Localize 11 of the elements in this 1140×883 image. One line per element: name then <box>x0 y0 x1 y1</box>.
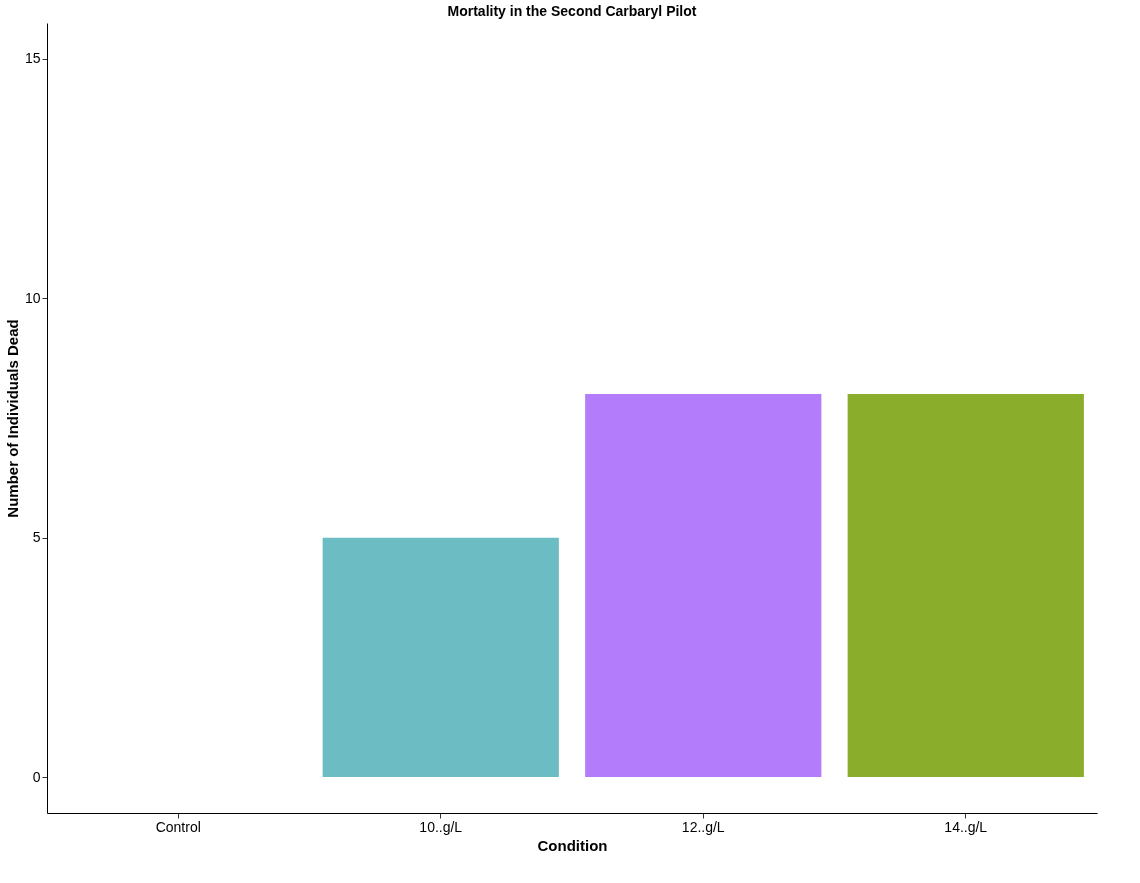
x-tick-label: 12..g/L <box>681 818 725 835</box>
x-tick-label: 14..g/L <box>944 818 988 835</box>
x-tick-label: Control <box>155 818 201 835</box>
y-axis-title: Number of Individuals Dead <box>3 319 21 518</box>
y-tick-label: 15 <box>24 50 41 67</box>
x-tick-label: 10..g/L <box>419 818 463 835</box>
chart-title: Mortality in the Second Carbaryl Pilot <box>447 3 697 19</box>
y-tick-label: 5 <box>32 529 41 546</box>
x-axis-title: Condition <box>537 836 608 854</box>
y-tick-label: 10 <box>24 289 41 306</box>
y-tick-label: 0 <box>32 768 41 785</box>
